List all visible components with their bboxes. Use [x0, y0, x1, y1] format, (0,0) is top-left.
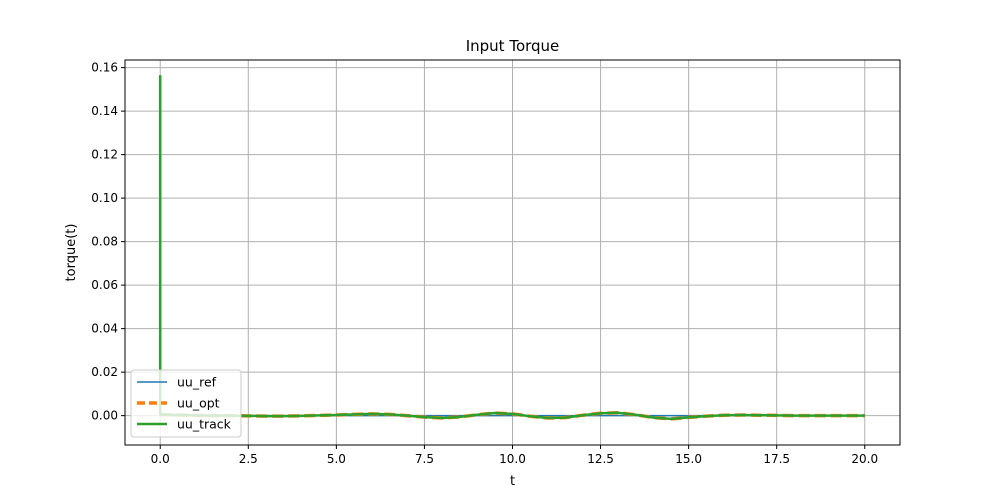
legend-frame — [130, 369, 242, 438]
x-tick-label: 2.5 — [239, 452, 258, 466]
y-tick-label: 0.06 — [91, 278, 118, 292]
y-tick-label: 0.02 — [91, 365, 118, 379]
x-tick-label: 12.5 — [587, 452, 614, 466]
x-tick-label: 17.5 — [763, 452, 790, 466]
x-tick-label: 20.0 — [851, 452, 878, 466]
y-tick-label: 0.00 — [91, 409, 118, 423]
x-tick-label: 0.0 — [151, 452, 170, 466]
x-axis-label: t — [510, 474, 515, 489]
legend-label: uu_ref — [177, 375, 217, 390]
y-tick-label: 0.16 — [91, 61, 118, 75]
chart-title: Input Torque — [466, 37, 560, 55]
y-axis-label: torque(t) — [64, 224, 79, 282]
x-tick-label: 15.0 — [675, 452, 702, 466]
y-tick-label: 0.08 — [91, 235, 118, 249]
y-tick-label: 0.10 — [91, 191, 118, 205]
y-tick-label: 0.12 — [91, 148, 118, 162]
legend-label: uu_opt — [177, 396, 220, 411]
y-tick-label: 0.04 — [91, 322, 118, 336]
legend-label: uu_track — [177, 417, 232, 432]
legend: uu_ref uu_opt uu_track — [130, 369, 242, 438]
series-layer — [158, 75, 865, 421]
y-tick-label: 0.14 — [91, 104, 118, 118]
series-line-uu-track — [158, 75, 865, 421]
x-tick-label: 10.0 — [499, 452, 526, 466]
tick-layer: 0.0 2.5 5.0 7.5 10.0 12.5 15.0 17.5 20.0 0.00 0.02… — [91, 61, 878, 466]
x-tick-label: 5.0 — [327, 452, 346, 466]
x-tick-label: 7.5 — [415, 452, 434, 466]
